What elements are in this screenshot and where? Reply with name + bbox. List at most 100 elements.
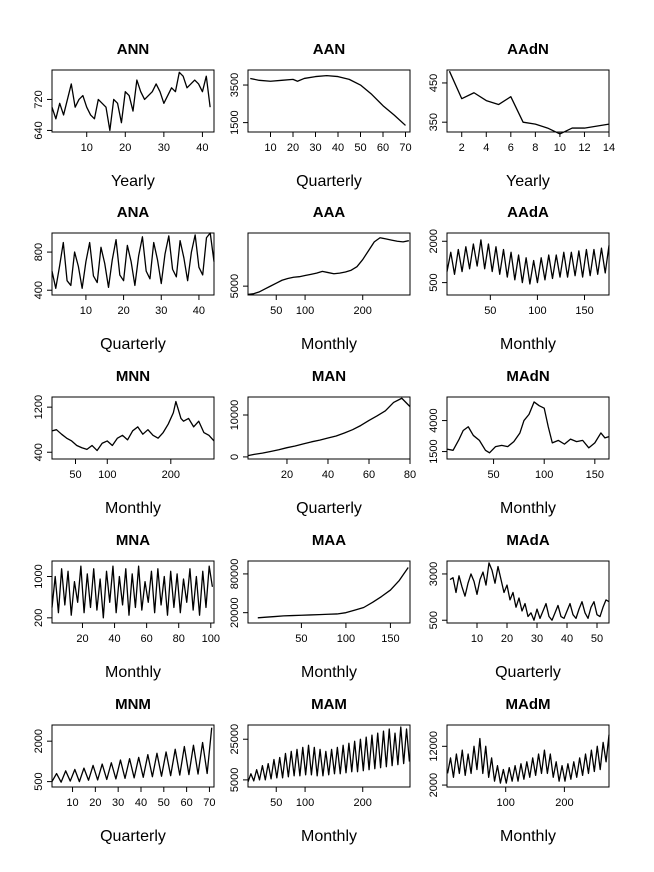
x-tick-label: 100 bbox=[296, 797, 314, 809]
x-tick-label: 70 bbox=[399, 142, 411, 154]
x-tick-label: 20 bbox=[117, 305, 129, 317]
x-tick-label: 100 bbox=[535, 469, 553, 481]
x-tick-label: 20 bbox=[281, 469, 293, 481]
y-tick-label: 450 bbox=[428, 74, 440, 92]
plot-box bbox=[446, 560, 610, 624]
x-tick-label: 60 bbox=[363, 469, 375, 481]
plot-box bbox=[51, 232, 215, 296]
y-tick-label: 1200 bbox=[33, 395, 45, 419]
x-tick-label: 50 bbox=[158, 797, 170, 809]
x-tick-label: 50 bbox=[487, 469, 499, 481]
y-tick-label: 200 bbox=[33, 609, 45, 627]
x-axis-label: Quarterly bbox=[495, 664, 561, 681]
x-tick-label: 40 bbox=[108, 633, 120, 645]
x-tick-label: 60 bbox=[141, 633, 153, 645]
panel-title: ANN bbox=[117, 41, 150, 58]
y-tick-label: 720 bbox=[33, 90, 45, 108]
x-tick-label: 10 bbox=[66, 797, 78, 809]
series-line bbox=[446, 401, 610, 454]
series-line bbox=[247, 726, 411, 783]
x-tick-label: 200 bbox=[162, 469, 180, 481]
series-line bbox=[446, 239, 610, 285]
series-line bbox=[51, 71, 211, 132]
series-line bbox=[448, 70, 610, 135]
x-axis-label: Monthly bbox=[105, 664, 161, 681]
panel-title: MNA bbox=[116, 532, 150, 549]
panel-title: MAdA bbox=[506, 532, 549, 549]
plot-box bbox=[247, 560, 411, 624]
y-tick-label: 500 bbox=[428, 273, 440, 291]
panel-title: AAdN bbox=[507, 41, 549, 58]
y-tick-label: 640 bbox=[33, 121, 45, 139]
x-tick-label: 10 bbox=[471, 633, 483, 645]
series-line bbox=[449, 562, 610, 621]
x-tick-label: 10 bbox=[80, 305, 92, 317]
x-tick-label: 40 bbox=[135, 797, 147, 809]
x-tick-label: 12 bbox=[578, 142, 590, 154]
plot-box bbox=[51, 560, 215, 624]
x-tick-label: 20 bbox=[287, 142, 299, 154]
panel-title: MAN bbox=[312, 368, 346, 385]
plot-box bbox=[247, 69, 411, 133]
x-tick-label: 50 bbox=[591, 633, 603, 645]
plot-box bbox=[446, 232, 610, 296]
x-tick-label: 2 bbox=[459, 142, 465, 154]
x-tick-label: 50 bbox=[295, 633, 307, 645]
x-tick-label: 10 bbox=[264, 142, 276, 154]
x-axis-label: Quarterly bbox=[100, 828, 166, 845]
x-tick-label: 10 bbox=[554, 142, 566, 154]
x-tick-label: 40 bbox=[322, 469, 334, 481]
y-tick-label: 2000 bbox=[33, 729, 45, 753]
y-tick-label: 25000 bbox=[229, 724, 241, 755]
panel-title: MNM bbox=[115, 696, 151, 713]
series-line bbox=[250, 74, 406, 126]
series-line bbox=[51, 400, 215, 452]
x-tick-label: 50 bbox=[354, 142, 366, 154]
y-tick-label: 12000 bbox=[428, 731, 440, 762]
y-tick-label: 800 bbox=[33, 243, 45, 261]
x-axis-label: Monthly bbox=[500, 336, 556, 353]
x-tick-label: 30 bbox=[309, 142, 321, 154]
y-tick-label: 5000 bbox=[229, 274, 241, 298]
x-tick-label: 40 bbox=[561, 633, 573, 645]
y-tick-label: 80000 bbox=[229, 559, 241, 590]
series-line bbox=[51, 565, 214, 619]
x-tick-label: 100 bbox=[98, 469, 116, 481]
x-tick-label: 30 bbox=[112, 797, 124, 809]
series-line bbox=[51, 232, 215, 289]
plot-box bbox=[446, 724, 610, 788]
x-tick-label: 200 bbox=[354, 797, 372, 809]
series-line bbox=[257, 567, 409, 619]
x-tick-label: 6 bbox=[508, 142, 514, 154]
x-axis-label: Quarterly bbox=[100, 336, 166, 353]
x-tick-label: 150 bbox=[381, 633, 399, 645]
panel-title: MAdN bbox=[506, 368, 549, 385]
x-tick-label: 60 bbox=[377, 142, 389, 154]
y-tick-label: 2000 bbox=[428, 229, 440, 253]
x-tick-label: 20 bbox=[119, 142, 131, 154]
x-axis-label: Monthly bbox=[301, 664, 357, 681]
plot-box bbox=[247, 232, 411, 296]
plot-box bbox=[51, 69, 215, 133]
x-tick-label: 80 bbox=[404, 469, 416, 481]
x-axis-label: Monthly bbox=[301, 336, 357, 353]
x-axis-label: Yearly bbox=[506, 173, 550, 190]
x-tick-label: 60 bbox=[180, 797, 192, 809]
y-tick-label: 1500 bbox=[229, 110, 241, 134]
plot-box bbox=[51, 396, 215, 460]
y-tick-label: 2000 bbox=[428, 773, 440, 797]
series-line bbox=[247, 237, 409, 296]
x-tick-label: 40 bbox=[193, 305, 205, 317]
y-tick-label: 10000 bbox=[229, 400, 241, 431]
x-tick-label: 100 bbox=[202, 633, 220, 645]
x-tick-label: 150 bbox=[586, 469, 604, 481]
x-tick-label: 30 bbox=[531, 633, 543, 645]
x-tick-label: 10 bbox=[81, 142, 93, 154]
panel-title: AAA bbox=[313, 204, 346, 221]
y-tick-label: 3000 bbox=[428, 562, 440, 586]
y-tick-label: 500 bbox=[33, 772, 45, 790]
x-tick-label: 30 bbox=[155, 305, 167, 317]
y-tick-label: 500 bbox=[428, 611, 440, 629]
